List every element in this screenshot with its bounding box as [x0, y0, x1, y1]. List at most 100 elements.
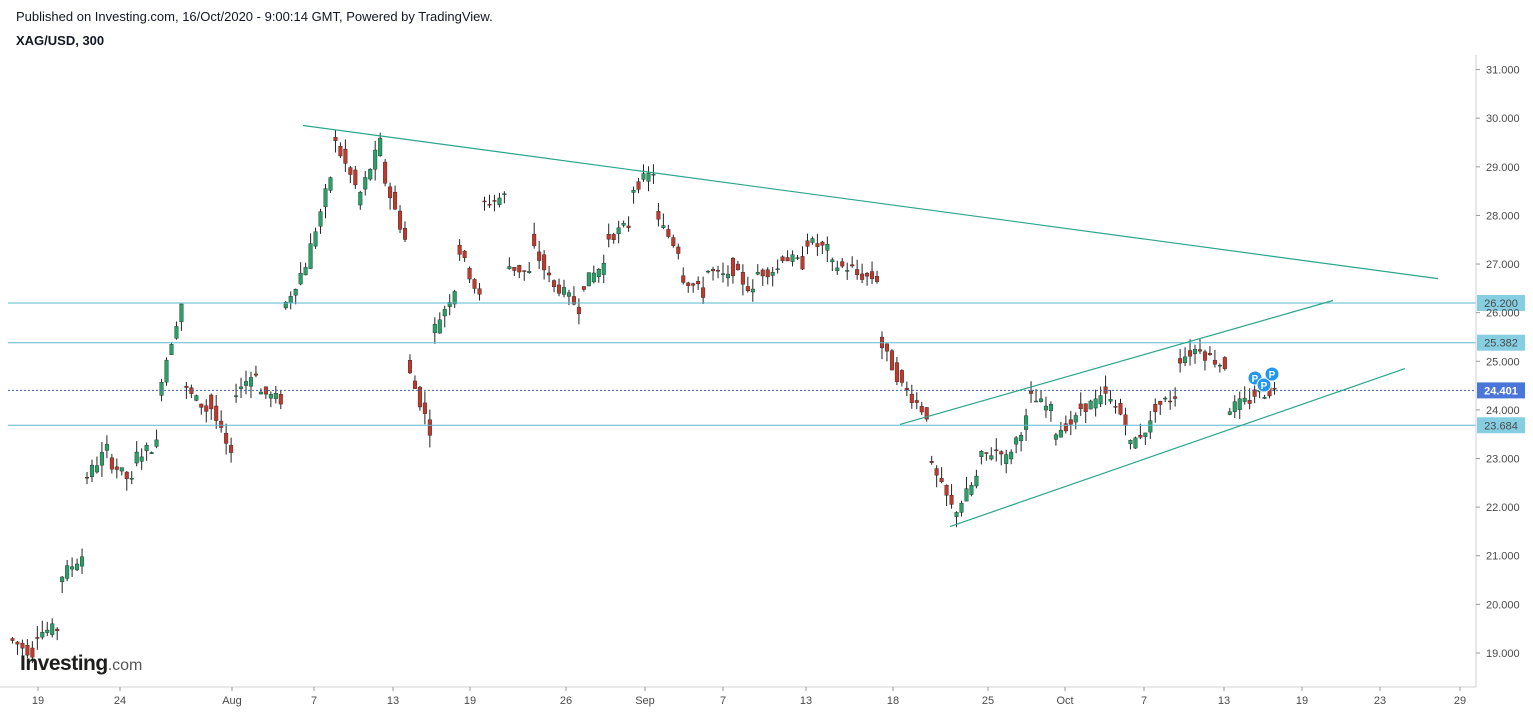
candle-down: [398, 210, 403, 230]
candle-up: [1058, 430, 1063, 438]
candle-down: [20, 642, 25, 649]
candle-up: [725, 273, 730, 279]
candle-up: [283, 301, 288, 309]
candle-down: [209, 394, 214, 410]
candle-down: [576, 307, 581, 314]
candle-down: [10, 638, 15, 641]
candle-up: [378, 137, 383, 156]
candle-up: [507, 266, 512, 270]
candle-down: [884, 343, 889, 352]
candle-down: [532, 233, 537, 247]
candle-down: [338, 146, 343, 157]
candle-down: [745, 286, 750, 292]
price-tick-label: 20.000: [1486, 599, 1520, 611]
candle-up: [1227, 411, 1232, 415]
level-label-bg: [1477, 294, 1525, 311]
candle-down: [1113, 406, 1118, 408]
candle-down: [815, 243, 820, 247]
candle-down: [681, 275, 686, 283]
candle-down: [388, 186, 393, 198]
candle-up: [830, 259, 835, 263]
candle-up: [979, 451, 984, 457]
candle-up: [1237, 398, 1242, 410]
candle-down: [606, 234, 611, 240]
level-label-bg: [1477, 417, 1525, 434]
candle-down: [55, 628, 60, 631]
candle-up: [248, 377, 253, 387]
candle-up: [119, 467, 124, 472]
trendline-channel-upper: [899, 299, 1334, 426]
candle-down: [924, 407, 929, 420]
time-tick-label: Aug: [222, 695, 242, 707]
candle-down: [333, 137, 338, 141]
trendlines: [302, 124, 1439, 528]
candle-up: [244, 381, 249, 386]
level-label: 25.382: [1484, 338, 1518, 350]
position-marker-label: P: [1252, 374, 1259, 385]
candle-down: [124, 471, 129, 479]
candle-down: [1063, 423, 1068, 432]
candle-down: [353, 169, 358, 186]
candle-down: [1188, 350, 1193, 357]
candle-series: [10, 130, 1277, 664]
candle-down: [730, 258, 735, 277]
candle-down: [934, 468, 939, 476]
candle-down: [1202, 351, 1207, 361]
candle-down: [214, 405, 219, 421]
candle-down: [417, 386, 422, 408]
candle-up: [50, 623, 55, 635]
candle-up: [437, 319, 442, 334]
candle-up: [80, 556, 85, 567]
candle-down: [109, 457, 114, 470]
candle-up: [641, 173, 646, 180]
candle-down: [889, 350, 894, 371]
price-tick-label: 27.000: [1486, 259, 1520, 271]
time-tick-label: 26: [560, 695, 572, 707]
candle-up: [1128, 440, 1133, 445]
candle-up: [169, 344, 174, 356]
candle-down: [253, 373, 258, 376]
time-tick-label: Oct: [1056, 695, 1073, 707]
level-label: 26.200: [1484, 298, 1518, 310]
candle-down: [492, 200, 497, 202]
candle-up: [373, 149, 378, 170]
price-tick-label: 28.000: [1486, 210, 1520, 222]
price-tick-label: 24.000: [1486, 405, 1520, 417]
candle-down: [909, 393, 914, 403]
candle-down: [760, 269, 765, 277]
candle-down: [914, 400, 919, 403]
candle-up: [810, 238, 815, 243]
candle-up: [750, 288, 755, 293]
candle-up: [268, 394, 273, 399]
trendline-downtrend: [302, 124, 1439, 280]
candle-up: [328, 177, 333, 191]
candle-up: [795, 257, 800, 259]
candle-down: [383, 161, 388, 184]
candle-up: [40, 632, 45, 638]
candle-up: [1009, 451, 1014, 460]
position-marker: [1256, 377, 1272, 393]
candle-down: [552, 280, 557, 287]
candle-down: [1212, 359, 1217, 365]
candle-down: [1222, 357, 1227, 369]
candle-up: [825, 244, 830, 251]
candle-up: [288, 296, 293, 304]
candle-up: [1108, 398, 1113, 402]
candle-up: [313, 231, 318, 247]
time-tick-label: 23: [1374, 695, 1386, 707]
position-marker-label: P: [1269, 370, 1276, 381]
candle-up: [94, 465, 99, 473]
candle-down: [870, 271, 875, 280]
candle-up: [1232, 401, 1237, 412]
candle-up: [790, 254, 795, 262]
candle-up: [502, 193, 507, 195]
candle-down: [422, 402, 427, 414]
time-tick-label: 29: [1454, 695, 1466, 707]
candle-up: [432, 323, 437, 333]
price-tick-label: 30.000: [1486, 113, 1520, 125]
candle-down: [537, 251, 542, 261]
candle-up: [239, 386, 244, 389]
candle-up: [720, 273, 725, 275]
candle-up: [323, 188, 328, 208]
